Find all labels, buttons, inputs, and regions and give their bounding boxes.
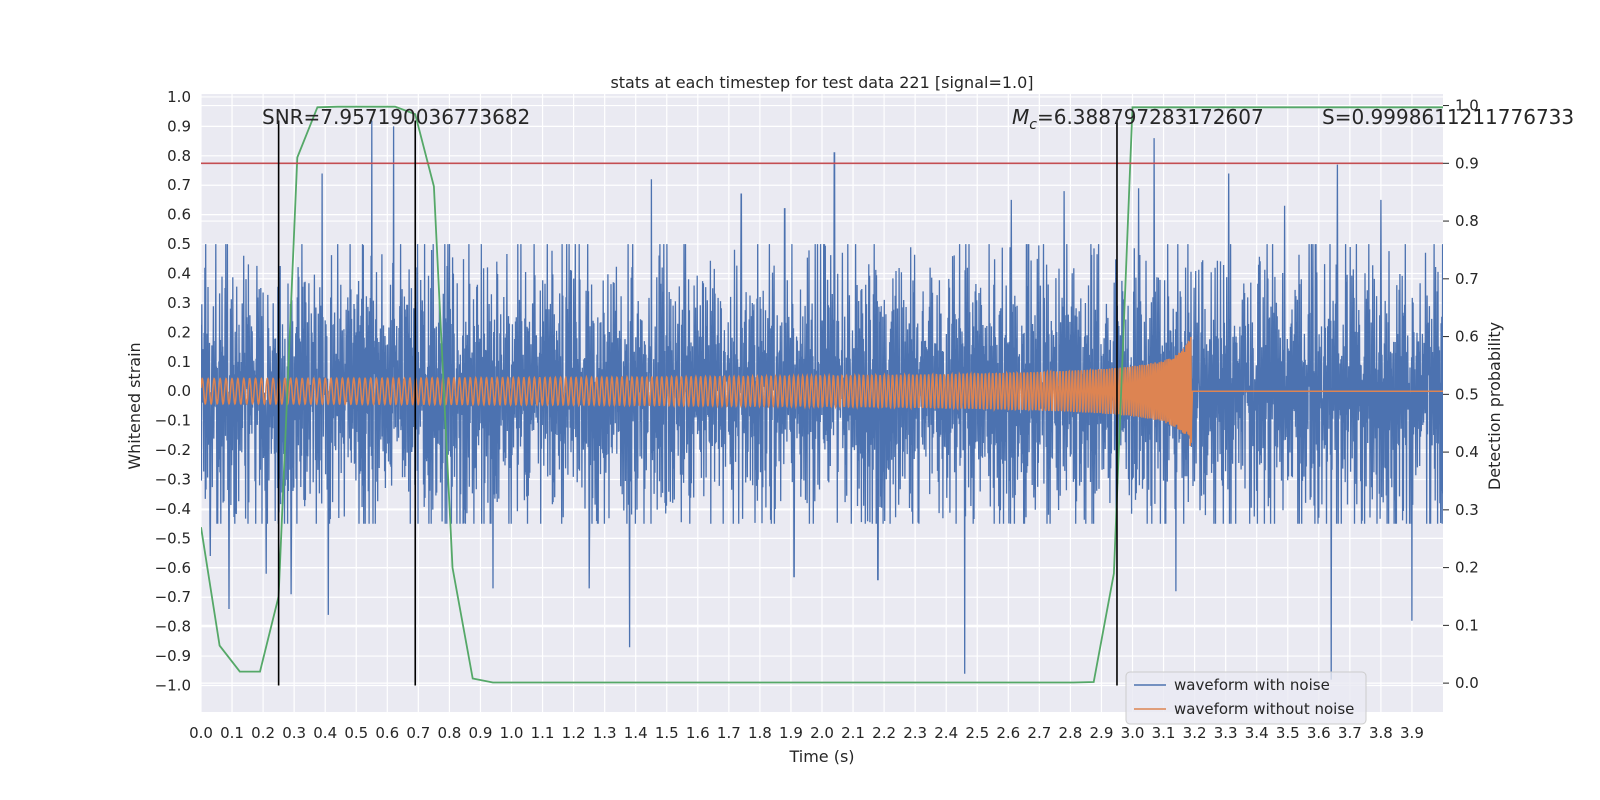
y2-tick-label: 0.6	[1455, 328, 1479, 346]
x-tick-label: 0.9	[469, 724, 493, 742]
x-tick-label: 2.0	[810, 724, 834, 742]
score-annotation: S=0.9998611211776733	[1322, 105, 1574, 129]
y-tick-label: −0.2	[155, 441, 191, 459]
x-tick-label: 1.3	[593, 724, 617, 742]
y-tick-label: 0.8	[167, 147, 191, 165]
x-tick-label: 3.5	[1276, 724, 1300, 742]
x-tick-label: 0.2	[251, 724, 275, 742]
x-tick-label: 3.3	[1214, 724, 1238, 742]
x-tick-label: 3.9	[1400, 724, 1424, 742]
legend-label-clean: waveform without noise	[1174, 700, 1354, 718]
y-tick-label: 0.5	[167, 235, 191, 253]
x-tick-label: 1.6	[686, 724, 710, 742]
x-tick-label: 2.4	[934, 724, 958, 742]
x-tick-label: 2.1	[841, 724, 865, 742]
y-tick-label: 0.4	[167, 265, 191, 283]
y-tick-label: −0.5	[155, 529, 191, 547]
chirp-mass-annotation: Mc=6.388797283172607	[1012, 105, 1264, 133]
chirp-mass-subscript: c	[1029, 117, 1037, 133]
x-axis-label: Time (s)	[788, 747, 854, 766]
chart-title: stats at each timestep for test data 221…	[610, 73, 1033, 92]
y-tick-label: 0.7	[167, 176, 191, 194]
y-tick-label: 0.2	[167, 323, 191, 341]
x-tick-label: 3.2	[1183, 724, 1207, 742]
y2-tick-label: 0.7	[1455, 270, 1479, 288]
legend-label-noise: waveform with noise	[1174, 676, 1330, 694]
x-tick-label: 2.8	[1058, 724, 1082, 742]
y2-tick-label: 0.2	[1455, 559, 1479, 577]
y-tick-labels: 1.0 0.9 0.8 0.7 0.6 0.5 0.4 0.3 0.2 0.1 0.0 −0.1 −0.…	[155, 88, 191, 695]
snr-annotation: SNR=7.957190036773682	[262, 105, 530, 129]
y2-tick-label: 0.3	[1455, 501, 1479, 519]
series-detection-probability	[201, 105, 1443, 684]
x-tick-label: 2.6	[996, 724, 1020, 742]
x-tick-label: 1.1	[531, 724, 555, 742]
x-tick-label: 0.6	[375, 724, 399, 742]
y-tick-label: −1.0	[155, 677, 191, 695]
x-tick-labels: 0.0 0.1 0.2 0.3 0.4 0.5 0.6 0.7 0.8 0.9 1.0 1.1 1.2 1…	[189, 724, 1424, 742]
x-tick-label: 3.8	[1369, 724, 1393, 742]
x-tick-label: 0.5	[344, 724, 368, 742]
y-tick-label: 0.6	[167, 206, 191, 224]
y-tick-label: −0.6	[155, 559, 191, 577]
x-tick-label: 3.0	[1121, 724, 1145, 742]
legend-box	[1125, 671, 1367, 725]
chirp-mass-symbol: M	[1012, 105, 1029, 129]
y2-tick-label: 0.0	[1455, 674, 1479, 692]
series-waveform-without-noise	[201, 336, 1443, 447]
y2-tick-label: 0.9	[1455, 154, 1479, 172]
y-tick-label: −0.7	[155, 588, 191, 606]
y-tick-label: −0.9	[155, 647, 191, 665]
x-tick-label: 1.2	[562, 724, 586, 742]
x-tick-label: 2.5	[965, 724, 989, 742]
x-tick-label: 2.3	[903, 724, 927, 742]
x-tick-label: 1.0	[500, 724, 524, 742]
x-tick-label: 0.1	[220, 724, 244, 742]
x-tick-label: 2.9	[1090, 724, 1114, 742]
y-tick-label: 0.3	[167, 294, 191, 312]
y2-tick-labels: 1.0 0.9 0.8 0.7 0.6 0.5 0.4 0.3 0.2 0.1 0.0	[1443, 97, 1479, 692]
y-tick-label: −0.8	[155, 618, 191, 636]
x-tick-label: 2.2	[872, 724, 896, 742]
overlay-layer	[201, 120, 1443, 686]
y-tick-label: −0.3	[155, 471, 191, 489]
chirp-mass-value: =6.388797283172607	[1037, 105, 1264, 129]
y-tick-label: 0.0	[167, 382, 191, 400]
y-tick-label: 0.9	[167, 117, 191, 135]
x-tick-label: 1.5	[655, 724, 679, 742]
y-tick-label: 0.1	[167, 353, 191, 371]
x-tick-label: 1.8	[748, 724, 772, 742]
y2-tick-label: 0.8	[1455, 212, 1479, 230]
y2-tick-label: 0.4	[1455, 443, 1479, 461]
y2-tick-label: 1.0	[1455, 97, 1479, 115]
x-tick-label: 3.7	[1338, 724, 1362, 742]
x-tick-label: 0.0	[189, 724, 213, 742]
y2-tick-label: 0.1	[1455, 616, 1479, 634]
x-tick-label: 2.7	[1027, 724, 1051, 742]
x-tick-label: 1.9	[779, 724, 803, 742]
legend: waveform with noise waveform without noi…	[1125, 671, 1367, 725]
x-tick-label: 3.6	[1307, 724, 1331, 742]
x-tick-label: 0.4	[313, 724, 337, 742]
y-axis-label: Whitened strain	[125, 342, 144, 469]
y-tick-label: 1.0	[167, 88, 191, 106]
y-gridlines	[201, 96, 1443, 687]
y-tick-label: −0.4	[155, 500, 191, 518]
x-tick-label: 1.4	[624, 724, 648, 742]
x-tick-label: 0.7	[406, 724, 430, 742]
y-tick-label: −0.1	[155, 412, 191, 430]
series-layer	[201, 105, 1443, 684]
x-tick-label: 3.1	[1152, 724, 1176, 742]
x-tick-label: 3.4	[1245, 724, 1269, 742]
y2-tick-label: 0.5	[1455, 385, 1479, 403]
x-tick-label: 0.8	[437, 724, 461, 742]
x-tick-label: 1.7	[717, 724, 741, 742]
x-tick-label: 0.3	[282, 724, 306, 742]
y2-axis-label: Detection probability	[1485, 322, 1504, 490]
